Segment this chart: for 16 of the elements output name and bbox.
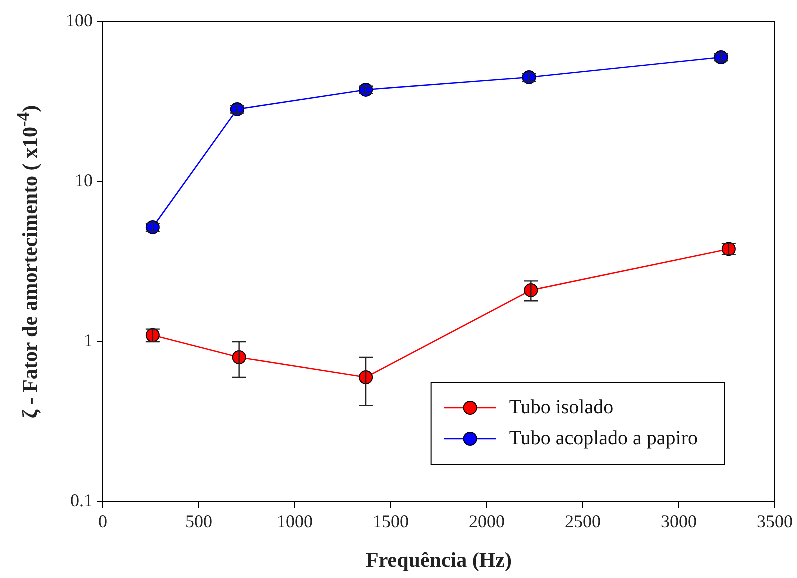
x-tick-label: 3500 bbox=[757, 512, 793, 532]
y-tick-label: 10 bbox=[75, 170, 93, 191]
x-tick-label: 3000 bbox=[661, 512, 697, 532]
point bbox=[359, 370, 374, 384]
x-tick-label: 500 bbox=[186, 512, 212, 532]
x-axis-title: Frequência (Hz) bbox=[366, 548, 512, 572]
x-tick-label: 2500 bbox=[565, 512, 601, 532]
y-tick-label: 100 bbox=[66, 10, 93, 31]
x-tick-label: 2000 bbox=[469, 512, 505, 532]
x-tick-label: 1000 bbox=[277, 512, 313, 532]
legend-label: Tubo isolado bbox=[509, 396, 614, 418]
legend-label: Tubo acoplado a papiro bbox=[509, 427, 698, 450]
x-tick-label: 0 bbox=[98, 512, 108, 532]
y-tick-label: 0.1 bbox=[70, 490, 93, 511]
y-tick-label: 1 bbox=[84, 330, 93, 351]
x-tick-label: 1500 bbox=[373, 512, 409, 532]
